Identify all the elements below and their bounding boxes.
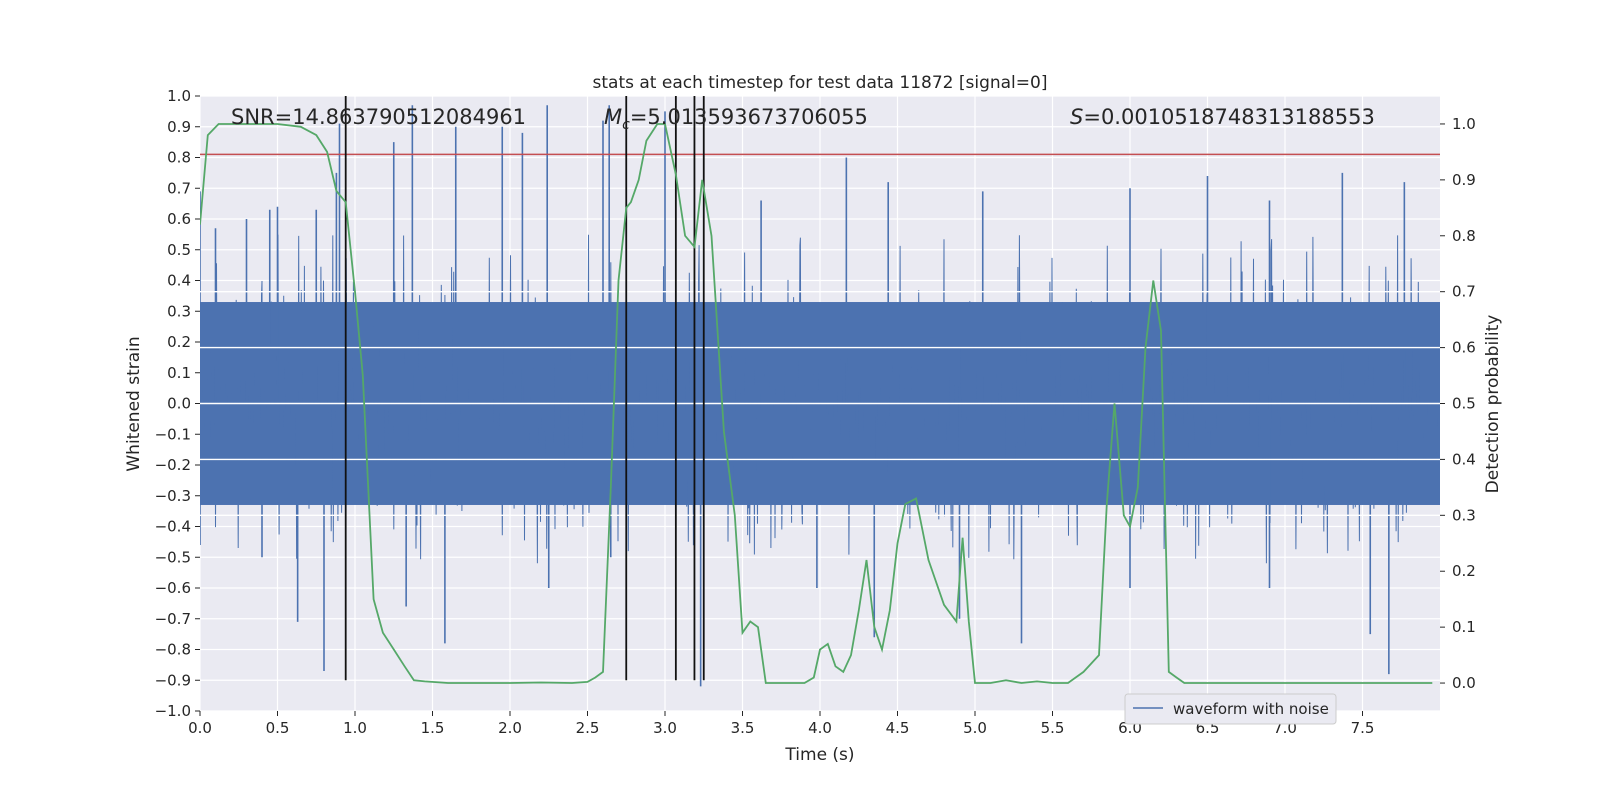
y2-axis-title: Detection probability bbox=[1483, 315, 1503, 494]
x-tick-label: 3.5 bbox=[731, 719, 755, 737]
x-axis-title: Time (s) bbox=[784, 745, 854, 765]
y-tick-label: 0.2 bbox=[167, 333, 191, 351]
y-tick-label: −0.2 bbox=[155, 456, 191, 474]
y2-tick-label: 0.4 bbox=[1452, 450, 1476, 468]
y-tick-label: 0.5 bbox=[167, 241, 191, 259]
y2-tick-label: 0.5 bbox=[1452, 395, 1476, 413]
y2-tick-label: 0.1 bbox=[1452, 618, 1476, 636]
y-tick-label: 0.3 bbox=[167, 302, 191, 320]
x-tick-label: 0.0 bbox=[188, 719, 212, 737]
y2-tick-label: 0.0 bbox=[1452, 674, 1476, 692]
y-tick-label: −0.3 bbox=[155, 487, 191, 505]
y-tick-label: −0.9 bbox=[155, 671, 191, 689]
y-axis-ticks: −1.0 −0.9 −0.8 −0.7 −0.6 −0.5 −0.4 −0.3 −0.2 −0.1… bbox=[155, 87, 200, 720]
x-tick-label: 1.0 bbox=[343, 719, 367, 737]
probability-series bbox=[200, 123, 1433, 684]
y2-tick-label: 0.8 bbox=[1452, 227, 1476, 245]
y2-tick-label: 0.2 bbox=[1452, 562, 1476, 580]
y-tick-label: −1.0 bbox=[155, 702, 191, 720]
y2-tick-label: 1.0 bbox=[1452, 115, 1476, 133]
y2-tick-label: 0.7 bbox=[1452, 283, 1476, 301]
mc-value: =5.013593673706055 bbox=[630, 105, 868, 129]
y-tick-label: 0.6 bbox=[167, 210, 191, 228]
legend-box bbox=[1124, 693, 1337, 725]
y-tick-label: 0.8 bbox=[167, 149, 191, 167]
y2-axis-ticks: 0.0 0.1 0.2 0.3 0.4 0.5 0.6 0.7 0.8 0.9 1.0 bbox=[1440, 115, 1476, 692]
waveform-noise-trace bbox=[200, 234, 1440, 564]
y-tick-label: 1.0 bbox=[167, 87, 191, 105]
mc-symbol: M bbox=[604, 105, 622, 129]
probability-line bbox=[200, 123, 1433, 684]
overlay-lines bbox=[200, 96, 1440, 681]
s-symbol: S bbox=[1070, 105, 1083, 129]
y-tick-label: 0.7 bbox=[167, 179, 191, 197]
x-tick-label: 4.0 bbox=[808, 719, 832, 737]
x-tick-label: 0.5 bbox=[266, 719, 290, 737]
legend: waveform with noise bbox=[1124, 693, 1337, 725]
y-tick-label: −0.7 bbox=[155, 610, 191, 628]
y2-tick-label: 0.3 bbox=[1452, 506, 1476, 524]
y-tick-label: 0.1 bbox=[167, 364, 191, 382]
waveform-series bbox=[200, 105, 1440, 687]
legend-label: waveform with noise bbox=[1173, 700, 1329, 718]
y-axis-title: Whitened strain bbox=[124, 336, 144, 471]
chart-title: stats at each timestep for test data 118… bbox=[593, 73, 1048, 93]
x-tick-label: 5.5 bbox=[1041, 719, 1065, 737]
y-tick-label: 0.0 bbox=[167, 395, 191, 413]
x-tick-label: 3.0 bbox=[653, 719, 677, 737]
s-annotation: S=0.0010518748313188553 bbox=[1070, 105, 1375, 129]
y-tick-label: −0.6 bbox=[155, 579, 191, 597]
chirp-mass-annotation: Mc=5.013593673706055 bbox=[604, 105, 868, 133]
y-tick-label: −0.4 bbox=[155, 518, 191, 536]
y-tick-label: 0.9 bbox=[167, 118, 191, 136]
x-tick-label: 2.5 bbox=[576, 719, 600, 737]
y2-tick-label: 0.6 bbox=[1452, 339, 1476, 357]
y-tick-label: −0.5 bbox=[155, 548, 191, 566]
s-value: =0.0010518748313188553 bbox=[1083, 105, 1375, 129]
x-tick-label: 4.5 bbox=[886, 719, 910, 737]
y-tick-label: 0.4 bbox=[167, 272, 191, 290]
snr-annotation: SNR=14.863790512084961 bbox=[231, 105, 526, 129]
y-tick-label: −0.8 bbox=[155, 641, 191, 659]
mc-subscript: c bbox=[622, 117, 630, 133]
y-tick-label: −0.1 bbox=[155, 425, 191, 443]
x-tick-label: 7.5 bbox=[1351, 719, 1375, 737]
x-axis-ticks: 0.0 0.5 1.0 1.5 2.0 2.5 3.0 3.5 4.0 4.5 5.0 5.5 6.0 6… bbox=[188, 711, 1374, 737]
x-tick-label: 1.5 bbox=[421, 719, 445, 737]
x-tick-label: 5.0 bbox=[963, 719, 987, 737]
x-tick-label: 2.0 bbox=[498, 719, 522, 737]
y2-tick-label: 0.9 bbox=[1452, 171, 1476, 189]
